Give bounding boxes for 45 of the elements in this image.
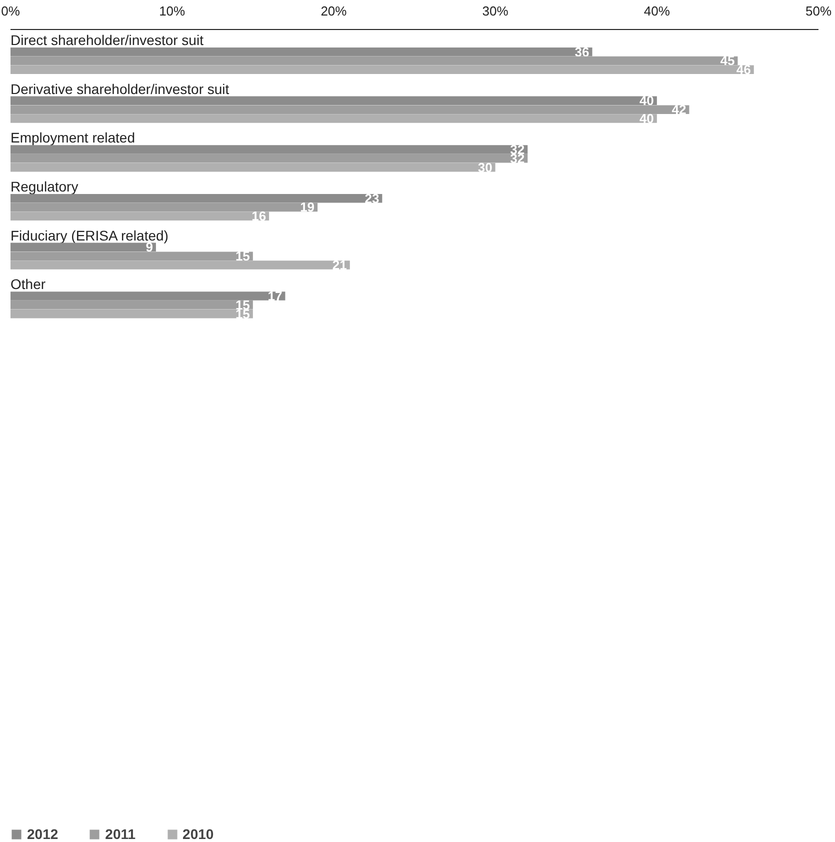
legend-label: 2012 [27,826,58,842]
bar [10,300,253,310]
y-tick-label: Derivative shareholder/investor suit [10,80,230,97]
bar [10,145,528,154]
y-tick-label: Other [10,276,46,292]
data-label: 17 [268,288,282,304]
data-label: 16 [252,208,266,224]
x-tick-label: 30% [482,4,509,18]
data-label: 45 [720,53,735,68]
data-label: 23 [364,190,380,206]
bar [10,96,657,106]
bar [10,47,592,56]
bar [10,105,690,114]
bar [10,242,156,252]
bar [10,194,382,203]
y-tick-label: Regulatory [10,178,78,194]
bar [10,56,738,66]
bar [10,309,253,318]
data-label: 36 [574,44,590,60]
bar [10,154,528,163]
x-tick-label: 0% [1,4,20,18]
bar [10,114,657,123]
data-label: 46 [736,62,751,78]
bar [10,202,318,212]
bar [10,252,253,260]
x-tick-label: 50% [805,4,832,18]
x-tick-label: 10% [159,4,186,18]
data-label: 15 [235,248,250,264]
legend-label: 2010 [182,826,214,842]
y-tick-label: Direct shareholder/investor suit [10,32,204,48]
data-label: 40 [639,111,654,126]
data-label: 30 [478,160,492,175]
bar [10,162,496,172]
data-label: 19 [300,200,315,215]
data-label: 21 [332,258,347,273]
x-tick-label: 20% [320,4,348,18]
legend-label: 2011 [105,826,136,842]
bar [10,260,350,270]
x-tick-label: 40% [644,4,670,18]
bar [10,292,286,300]
data-label: 40 [639,93,654,108]
data-label: 42 [672,102,686,118]
bar [10,65,754,74]
bar [10,212,270,221]
y-tick-label: Employment related [10,130,136,146]
